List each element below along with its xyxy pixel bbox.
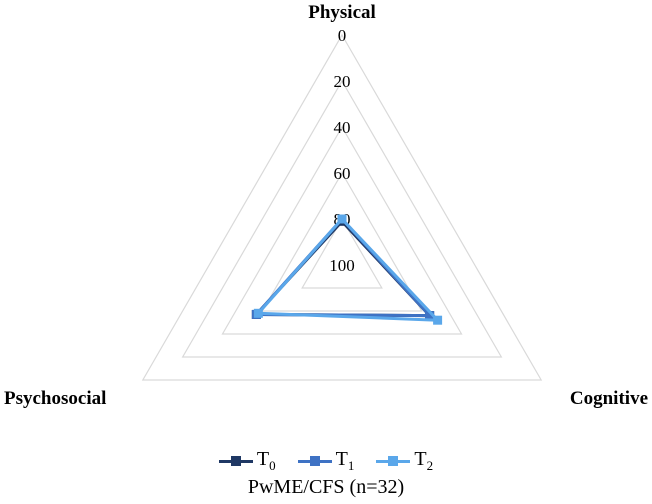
legend-item: T2 [376,448,433,474]
radial-tick-label: 60 [334,164,351,183]
axis-label-physical: Physical [308,2,376,23]
radial-tick-label: 0 [338,26,347,45]
grid-ring [141,33,543,381]
series-line-T2 [256,217,440,322]
axis-labels: Physical Cognitive Psychosocial [4,2,648,409]
data-point-T2 [337,214,347,224]
legend-swatch [218,454,253,468]
radial-tick-label: 20 [334,72,351,91]
data-point-T1 [425,311,435,321]
grid-ring [301,217,383,289]
grid-ring [261,171,423,312]
series-group [251,214,443,325]
legend-label: T1 [335,448,355,473]
chart-caption: PwME/CFS (n=32) [247,476,405,498]
radial-tick-labels: 020406080100 [329,26,355,275]
legend: T0 T1 T2 [0,448,652,474]
data-point-T2 [253,308,263,318]
legend-swatch [297,454,332,468]
legend-swatch [376,454,411,468]
radial-tick-label: 100 [329,256,355,275]
data-point-T2 [433,315,443,325]
legend-label: T0 [256,448,276,473]
grid-ring [221,125,463,335]
axis-label-cognitive: Cognitive [570,388,648,409]
axis-label-psychosocial: Psychosocial [4,388,106,409]
legend-item: T0 [218,448,276,474]
legend-item: T1 [297,448,355,474]
radial-tick-label: 40 [334,118,351,137]
legend-label: T2 [414,448,434,473]
radar-grid [141,33,543,381]
grid-ring [181,79,503,358]
